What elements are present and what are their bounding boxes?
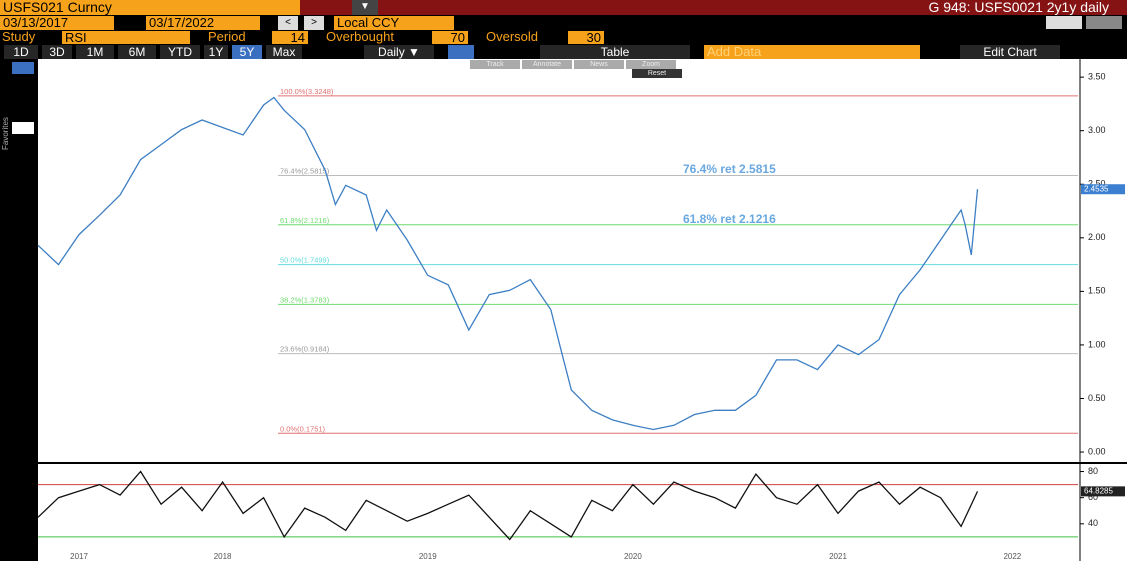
menu-item[interactable]: Track xyxy=(470,60,520,69)
redo-button[interactable] xyxy=(1086,16,1122,29)
overbought-field[interactable]: 70 xyxy=(432,31,468,45)
range-button[interactable]: 1Y xyxy=(204,45,228,59)
fib-label: 76.4%(2.5815) xyxy=(280,167,330,176)
pointer-tool[interactable] xyxy=(12,62,34,74)
period-field[interactable]: 14 xyxy=(272,31,308,45)
frequency-button[interactable]: Daily ▼ xyxy=(364,45,434,59)
y-tick-label: 0.50 xyxy=(1088,393,1106,403)
currency-field[interactable]: Local CCY xyxy=(334,16,454,30)
add-data-field[interactable]: Add Data xyxy=(704,45,920,59)
menu-button[interactable]: ▼ xyxy=(352,0,378,15)
fib-label: 61.8%(2.1216) xyxy=(280,216,330,225)
annotation: 76.4% ret 2.5815 xyxy=(683,162,776,176)
menu-item[interactable]: Reset xyxy=(632,69,682,78)
y-tick-label: 60 xyxy=(1088,492,1098,502)
range-button[interactable]: 1M xyxy=(76,45,114,59)
x-tick-label: 2017 xyxy=(70,552,88,561)
fib-label: 50.0%(1.7499) xyxy=(280,256,330,265)
y-tick-label: 1.00 xyxy=(1088,339,1106,349)
x-tick-label: 2020 xyxy=(624,552,642,561)
y-tick-label: 80 xyxy=(1088,466,1098,476)
last-value-box xyxy=(1081,486,1125,497)
tool-icon[interactable] xyxy=(12,122,34,134)
chart-title: G 948: USFS0021 2y1y daily xyxy=(928,0,1109,15)
study-field[interactable]: RSI xyxy=(62,31,190,45)
range-button[interactable]: 3D xyxy=(42,45,72,59)
fib-label: 100.0%(3.3248) xyxy=(280,87,334,96)
edit-chart-button[interactable]: Edit Chart xyxy=(960,45,1060,59)
oversold-label: Oversold xyxy=(486,29,539,44)
chart-bg xyxy=(38,59,1127,561)
y-tick-label: 1.50 xyxy=(1088,286,1106,296)
chart-area: Favorites 0.00 0.50 1.00 1.50 2.00 2.50 3.00 3.… xyxy=(0,59,1127,561)
annotation: 61.8% ret 2.1216 xyxy=(683,212,776,226)
range-button[interactable]: 5Y xyxy=(232,45,262,59)
menu-item[interactable]: News xyxy=(574,60,624,69)
table-button[interactable]: Table xyxy=(540,45,690,59)
next-button[interactable]: > xyxy=(304,16,324,30)
side-toolbar xyxy=(0,59,38,561)
range-button[interactable]: Max xyxy=(266,45,302,59)
y-tick-label: 40 xyxy=(1088,518,1098,528)
range-button[interactable]: 1D xyxy=(4,45,38,59)
y-tick-label: 2.50 xyxy=(1088,179,1106,189)
y-tick-label: 2.00 xyxy=(1088,232,1106,242)
fib-label: 0.0%(0.1751) xyxy=(280,424,326,433)
y-tick-label: 3.00 xyxy=(1088,125,1106,135)
period-label: Period xyxy=(208,29,246,44)
prev-button[interactable]: < xyxy=(278,16,298,30)
range-button[interactable]: 6M xyxy=(118,45,156,59)
start-date[interactable]: 03/13/2017 xyxy=(0,16,114,30)
favorites-label: Favorites xyxy=(1,117,10,150)
fib-label: 38.2%(1.3783) xyxy=(280,295,330,304)
line xyxy=(37,96,979,431)
security-field[interactable]: USFS021 Curncy xyxy=(0,0,300,15)
x-tick-label: 2019 xyxy=(419,552,437,561)
menu-item[interactable]: Zoom xyxy=(626,60,676,69)
undo-button[interactable] xyxy=(1046,16,1082,29)
x-tick-label: 2018 xyxy=(214,552,232,561)
line xyxy=(37,470,979,541)
x-tick-label: 2022 xyxy=(1003,552,1021,561)
y-tick-label: 0.00 xyxy=(1088,446,1106,456)
last-value-label: 64.8285 xyxy=(1084,486,1113,495)
range-button[interactable]: YTD xyxy=(160,45,200,59)
fib-label: 23.6%(0.9184) xyxy=(280,345,330,354)
x-tick-label: 2021 xyxy=(829,552,847,561)
end-date[interactable]: 03/17/2022 xyxy=(146,16,260,30)
overbought-label: Overbought xyxy=(326,29,394,44)
line-icon[interactable] xyxy=(448,45,474,59)
study-label: Study xyxy=(2,29,36,44)
menu-item[interactable]: Annotate xyxy=(522,60,572,69)
oversold-field[interactable]: 30 xyxy=(568,31,604,45)
last-value-label: 2.4535 xyxy=(1084,184,1109,193)
last-value-box xyxy=(1081,184,1125,195)
frequency-label: Daily xyxy=(378,45,405,59)
y-tick-label: 3.50 xyxy=(1088,72,1106,82)
